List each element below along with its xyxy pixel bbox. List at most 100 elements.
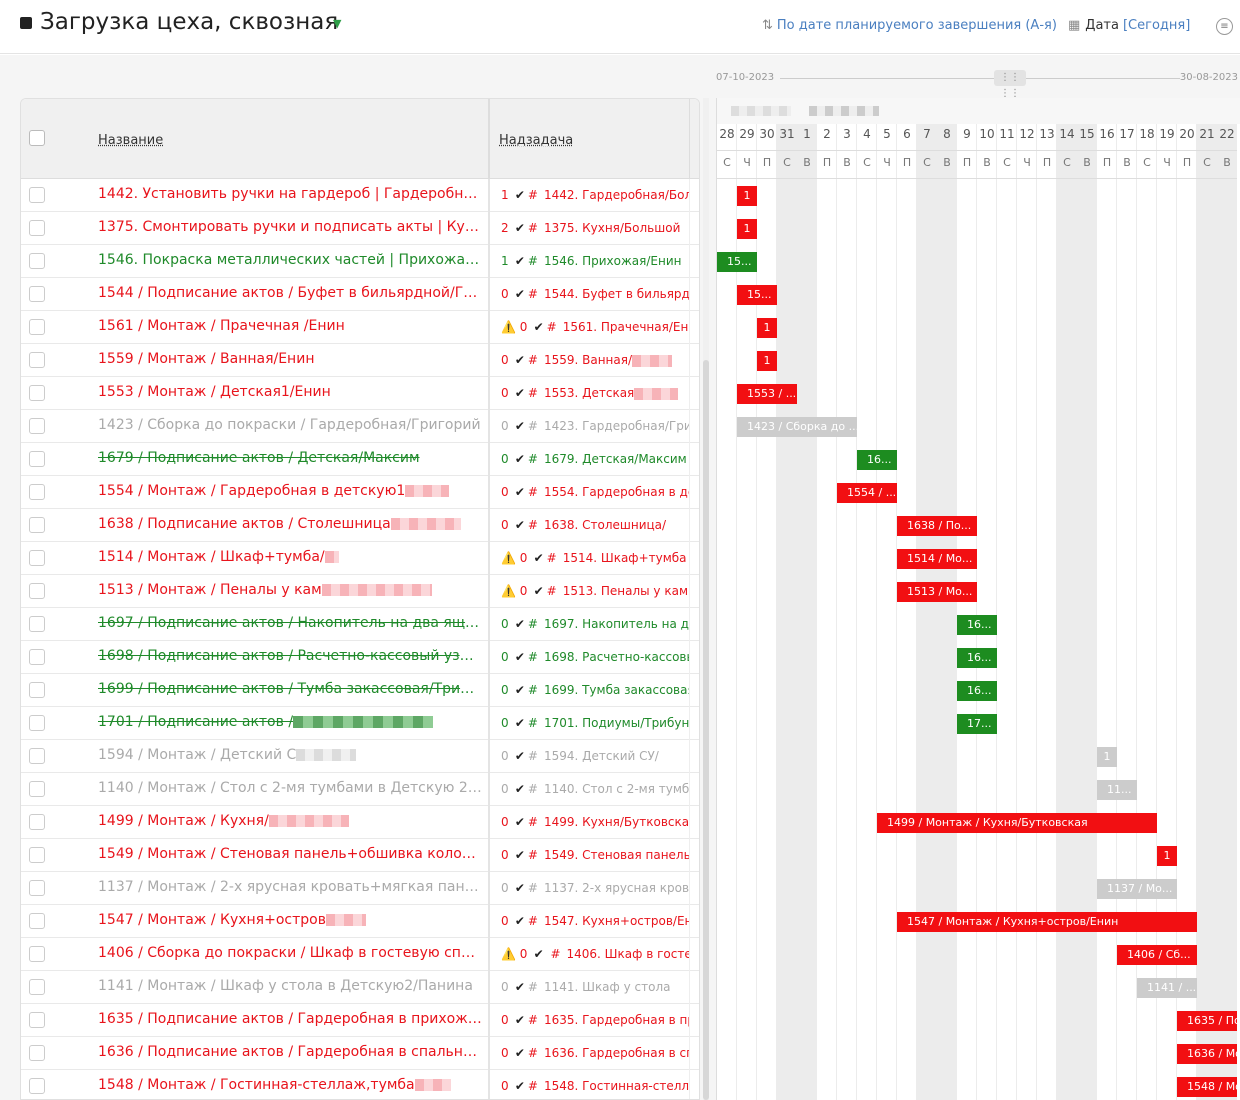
select-all-checkbox[interactable]	[29, 130, 45, 146]
task-name-link[interactable]: 1137 / Монтаж / 2-х ярусная кровать+мягк…	[98, 879, 482, 895]
gantt-task-bar[interactable]: 1547 / Монтаж / Кухня+остров/Енин	[897, 912, 1197, 932]
row-checkbox[interactable]	[29, 385, 45, 401]
column-resizer[interactable]	[488, 99, 490, 179]
table-row[interactable]: 1549 / Монтаж / Стеновая панель+обшивка …	[21, 839, 699, 872]
gantt-task-bar[interactable]: 1	[757, 318, 777, 338]
parent-task-cell[interactable]: 0 ✔ #1553. Детская	[501, 386, 689, 400]
row-checkbox[interactable]	[29, 583, 45, 599]
parent-task-cell[interactable]: 1 ✔ #1546. Прихожая/Енин	[501, 254, 689, 268]
task-name-link[interactable]: 1699 / Подписание актов / Тумба закассов…	[98, 681, 482, 697]
parent-task-name[interactable]: 1547. Кухня+остров/Енин	[543, 914, 689, 928]
parent-task-cell[interactable]: ⚠️ 0 ✔ #1514. Шкаф+тумба	[501, 551, 689, 565]
gantt-task-bar[interactable]: 16...	[957, 615, 997, 635]
parent-task-cell[interactable]: ⚠️ 0 ✔ #1406. Шкаф в гостевую	[501, 947, 689, 961]
task-name-link[interactable]: 1140 / Монтаж / Стол с 2-мя тумбами в Де…	[98, 780, 482, 796]
gantt-task-bar[interactable]: 1513 / Мо...	[897, 582, 977, 602]
table-row[interactable]: 1544 / Подписание актов / Буфет в бильяр…	[21, 278, 699, 311]
parent-task-cell[interactable]: 0 ✔ #1559. Ванная/	[501, 353, 689, 367]
row-checkbox[interactable]	[29, 1078, 45, 1094]
table-row[interactable]: 1546. Покраска металлических частей | Пр…	[21, 245, 699, 278]
date-value[interactable]: [Сегодня]	[1122, 18, 1191, 33]
table-scrollbar[interactable]	[703, 98, 709, 1100]
task-name-link[interactable]: 1423 / Сборка до покраски / Гардеробная/…	[98, 417, 482, 433]
parent-task-cell[interactable]: 0 ✔ #1698. Расчетно-кассовый	[501, 650, 689, 664]
parent-task-name[interactable]: 1561. Прачечная/Енин	[562, 320, 689, 334]
table-row[interactable]: 1635 / Подписание актов / Гардеробная в …	[21, 1004, 699, 1037]
parent-task-name[interactable]: 1559. Ванная/	[543, 353, 632, 367]
gantt-task-bar[interactable]: 16...	[857, 450, 897, 470]
parent-task-cell[interactable]: 0 ✔ #1697. Накопитель на два	[501, 617, 689, 631]
gantt-task-bar[interactable]: 1406 / Сб...	[1117, 945, 1197, 965]
range-drag-handle[interactable]: ⋮⋮ ⋮⋮	[994, 70, 1026, 99]
table-row[interactable]: 1442. Установить ручки на гардероб | Гар…	[21, 179, 699, 212]
title-dropdown-icon[interactable]: ▼	[333, 17, 342, 30]
parent-task-name[interactable]: 1679. Детская/Максим	[543, 452, 687, 466]
parent-task-name[interactable]: 1548. Гостинная-стеллаж	[543, 1079, 689, 1093]
task-name-link[interactable]: 1561 / Монтаж / Прачечная /Енин	[98, 318, 482, 334]
row-checkbox[interactable]	[29, 550, 45, 566]
table-row[interactable]: 1698 / Подписание актов / Расчетно-кассо…	[21, 641, 699, 674]
parent-task-cell[interactable]: 0 ✔#1423. Гардеробная/Григорий	[501, 419, 689, 433]
gantt-task-bar[interactable]: 1137 / Мо...	[1097, 879, 1177, 899]
gantt-task-bar[interactable]: 15...	[737, 285, 777, 305]
parent-task-name[interactable]: 1442. Гардеробная/Большой	[543, 188, 689, 202]
row-checkbox[interactable]	[29, 286, 45, 302]
gantt-task-bar[interactable]: 1548 / Мо	[1177, 1077, 1237, 1097]
parent-task-name[interactable]: 1423. Гардеробная/Григорий	[543, 419, 689, 433]
parent-task-cell[interactable]: ⚠️ 0 ✔#1513. Пеналы у камина	[501, 584, 689, 598]
parent-task-name[interactable]: 1635. Гардеробная в прихожую	[543, 1013, 689, 1027]
parent-task-cell[interactable]: 1 ✔#1442. Гардеробная/Большой	[501, 188, 689, 202]
row-checkbox[interactable]	[29, 682, 45, 698]
table-row[interactable]: 1701 / Подписание актов / 0 ✔ #1701. Подиу…	[21, 707, 699, 740]
gantt-task-bar[interactable]: 17...	[957, 714, 997, 734]
row-checkbox[interactable]	[29, 517, 45, 533]
row-checkbox[interactable]	[29, 187, 45, 203]
row-checkbox[interactable]	[29, 319, 45, 335]
parent-task-cell[interactable]: 0 ✔ #1141. Шкаф у стола	[501, 980, 689, 994]
row-checkbox[interactable]	[29, 814, 45, 830]
parent-task-name[interactable]: 1701. Подиумы/Трибуна	[543, 716, 689, 730]
row-checkbox[interactable]	[29, 253, 45, 269]
parent-task-cell[interactable]: 0 ✔ #1638. Столешница/	[501, 518, 689, 532]
row-checkbox[interactable]	[29, 220, 45, 236]
task-name-link[interactable]: 1513 / Монтаж / Пеналы у кам	[98, 582, 482, 598]
task-name-link[interactable]: 1554 / Монтаж / Гардеробная в детскую1	[98, 483, 482, 499]
gantt-task-bar[interactable]: 1	[757, 351, 777, 371]
table-row[interactable]: 1559 / Монтаж / Ванная/Енин 0 ✔ #1559. Ван…	[21, 344, 699, 377]
task-name-link[interactable]: 1701 / Подписание актов /	[98, 714, 482, 730]
table-row[interactable]: 1514 / Монтаж / Шкаф+тумба/ ⚠️ 0 ✔ #1514. …	[21, 542, 699, 575]
gantt-task-bar[interactable]: 11...	[1097, 780, 1137, 800]
scrollbar-thumb[interactable]	[703, 360, 709, 1100]
row-checkbox[interactable]	[29, 847, 45, 863]
parent-task-cell[interactable]: 0 ✔ #1701. Подиумы/Трибуна	[501, 716, 689, 730]
gantt-task-bar[interactable]: 1514 / Мо...	[897, 549, 977, 569]
parent-task-cell[interactable]: ⚠️ 0 ✔#1561. Прачечная/Енин	[501, 320, 689, 334]
row-checkbox[interactable]	[29, 352, 45, 368]
parent-task-cell[interactable]: 0 ✔ #1549. Стеновая панель	[501, 848, 689, 862]
row-checkbox[interactable]	[29, 715, 45, 731]
task-name-link[interactable]: 1559 / Монтаж / Ванная/Енин	[98, 351, 482, 367]
parent-task-cell[interactable]: 0 ✔ #1679. Детская/Максим	[501, 452, 689, 466]
gantt-task-bar[interactable]: 16...	[957, 648, 997, 668]
table-row[interactable]: 1513 / Монтаж / Пеналы у кам ⚠️ 0 ✔ #1513.…	[21, 575, 699, 608]
column-header-name[interactable]: Название	[98, 133, 164, 148]
task-name-link[interactable]: 1549 / Монтаж / Стеновая панель+обшивка …	[98, 846, 482, 862]
task-name-link[interactable]: 1638 / Подписание актов / Столешница	[98, 516, 482, 532]
parent-task-cell[interactable]: 0 ✔ #1499. Кухня/Бутковская	[501, 815, 689, 829]
row-checkbox[interactable]	[29, 781, 45, 797]
table-row[interactable]: 1548 / Монтаж / Гостинная-стеллаж,тумба 0…	[21, 1070, 699, 1099]
task-name-link[interactable]: 1679 / Подписание актов / Детская/Максим	[98, 450, 482, 466]
parent-task-name[interactable]: 1549. Стеновая панель	[543, 848, 689, 862]
parent-task-name[interactable]: 1638. Столешница/	[543, 518, 667, 532]
table-row[interactable]: 1697 / Подписание актов / Накопитель на …	[21, 608, 699, 641]
parent-task-cell[interactable]: 0 ✔ #1699. Тумба закассовая	[501, 683, 689, 697]
task-name-link[interactable]: 1594 / Монтаж / Детский С	[98, 747, 482, 763]
row-checkbox[interactable]	[29, 616, 45, 632]
parent-task-cell[interactable]: 0 ✔#1547. Кухня+остров/Енин	[501, 914, 689, 928]
table-row[interactable]: 1547 / Монтаж / Кухня+остров 0 ✔ #1547. Ку…	[21, 905, 699, 938]
table-row[interactable]: 1638 / Подписание актов / Столешница 0 ✔ #…	[21, 509, 699, 542]
task-name-link[interactable]: 1548 / Монтаж / Гостинная-стеллаж,тумба	[98, 1077, 482, 1093]
sort-button[interactable]: ⇅ По дате планируемого завершения (А-я)	[762, 18, 1057, 33]
table-row[interactable]: 1140 / Монтаж / Стол с 2-мя тумбами в Де…	[21, 773, 699, 806]
row-checkbox[interactable]	[29, 649, 45, 665]
